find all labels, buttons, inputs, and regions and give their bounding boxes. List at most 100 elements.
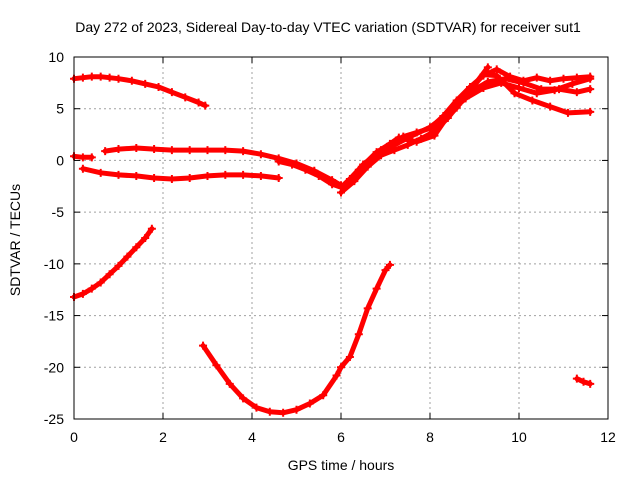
y-tick-label: -15 — [44, 308, 64, 324]
x-axis-label: GPS time / hours — [288, 457, 395, 473]
data-point — [225, 379, 234, 388]
series-arc-11 — [199, 260, 394, 417]
y-axis-label: SDTVAR / TECUs — [7, 184, 23, 296]
series-arc-10 — [70, 224, 156, 301]
data-point — [555, 85, 564, 94]
data-point — [194, 98, 203, 107]
data-point — [515, 84, 523, 93]
y-tick-label: -20 — [44, 359, 64, 375]
data-point — [579, 377, 588, 386]
data-point — [212, 361, 221, 370]
data-point — [256, 171, 265, 180]
data-point — [354, 330, 363, 339]
data-point — [123, 252, 132, 261]
data-point — [150, 174, 159, 183]
data-point — [265, 407, 274, 416]
data-point — [586, 72, 595, 81]
data-point — [537, 85, 546, 94]
data-point — [256, 150, 265, 159]
data-point — [332, 371, 341, 380]
data-point — [519, 76, 528, 85]
data-point — [430, 131, 439, 140]
data-point — [167, 88, 176, 97]
data-point — [185, 174, 194, 183]
data-point — [87, 284, 96, 293]
series-arc-6 — [337, 63, 492, 197]
data-point — [572, 374, 581, 383]
data-point — [239, 170, 248, 179]
data-point — [572, 88, 581, 97]
data-point — [510, 89, 519, 98]
data-point — [305, 399, 314, 408]
y-tick-labels: -25 -20 -15 -10 -5 0 5 10 — [44, 49, 64, 427]
data-point — [563, 108, 572, 117]
data-point — [390, 146, 399, 155]
data-point — [586, 107, 595, 116]
data-series — [70, 63, 595, 417]
data-point — [185, 146, 194, 155]
data-point — [132, 243, 141, 252]
y-tick-label: -25 — [44, 411, 64, 427]
data-point — [532, 89, 541, 98]
data-point — [452, 96, 461, 105]
data-point — [483, 63, 492, 72]
data-point — [328, 180, 337, 189]
data-point — [127, 76, 136, 85]
data-point — [354, 165, 363, 174]
data-point — [141, 234, 150, 242]
data-point — [147, 224, 156, 233]
data-point — [150, 145, 159, 154]
data-point — [78, 289, 87, 298]
x-tick-label: 10 — [511, 429, 527, 445]
data-point — [381, 266, 390, 275]
series-arc-4 — [78, 164, 283, 184]
x-tick-label: 4 — [248, 429, 256, 445]
data-point — [301, 165, 310, 174]
data-point — [78, 153, 87, 162]
data-point — [132, 144, 141, 153]
data-point — [385, 260, 394, 269]
series-arc-1 — [70, 72, 210, 110]
data-point — [167, 175, 176, 184]
data-point — [87, 72, 96, 81]
chart-title: Day 272 of 2023, Sidereal Day-to-day VTE… — [75, 19, 581, 35]
data-point — [586, 85, 595, 94]
data-point — [586, 379, 595, 388]
data-point — [141, 79, 150, 88]
series-arc-9 — [426, 65, 595, 133]
data-point — [546, 102, 555, 111]
data-point — [132, 171, 141, 180]
y-tick-label: -10 — [44, 256, 64, 272]
data-point — [239, 147, 248, 156]
series-line — [338, 64, 491, 195]
data-point — [506, 72, 515, 81]
data-point — [345, 352, 354, 361]
data-point — [96, 168, 105, 177]
data-point — [528, 96, 537, 105]
data-point — [337, 188, 345, 197]
data-point — [377, 146, 386, 155]
data-point — [568, 79, 577, 88]
data-point — [292, 405, 301, 414]
data-point — [532, 73, 541, 82]
data-point — [221, 170, 230, 179]
data-point — [426, 124, 434, 133]
data-point — [274, 157, 283, 166]
series-line — [200, 262, 393, 416]
series-line — [80, 166, 282, 182]
data-point — [154, 82, 163, 91]
data-point — [252, 403, 261, 412]
data-point — [114, 145, 123, 154]
data-point — [114, 261, 123, 270]
data-point — [78, 164, 87, 173]
data-point — [288, 160, 297, 169]
data-point — [87, 153, 96, 162]
data-point — [412, 128, 421, 137]
x-tick-labels: 0 2 4 6 8 10 12 — [70, 429, 616, 445]
data-point — [341, 181, 350, 190]
data-point — [314, 171, 323, 180]
x-tick-label: 8 — [426, 429, 434, 445]
data-point — [372, 284, 381, 293]
data-point — [483, 77, 492, 86]
